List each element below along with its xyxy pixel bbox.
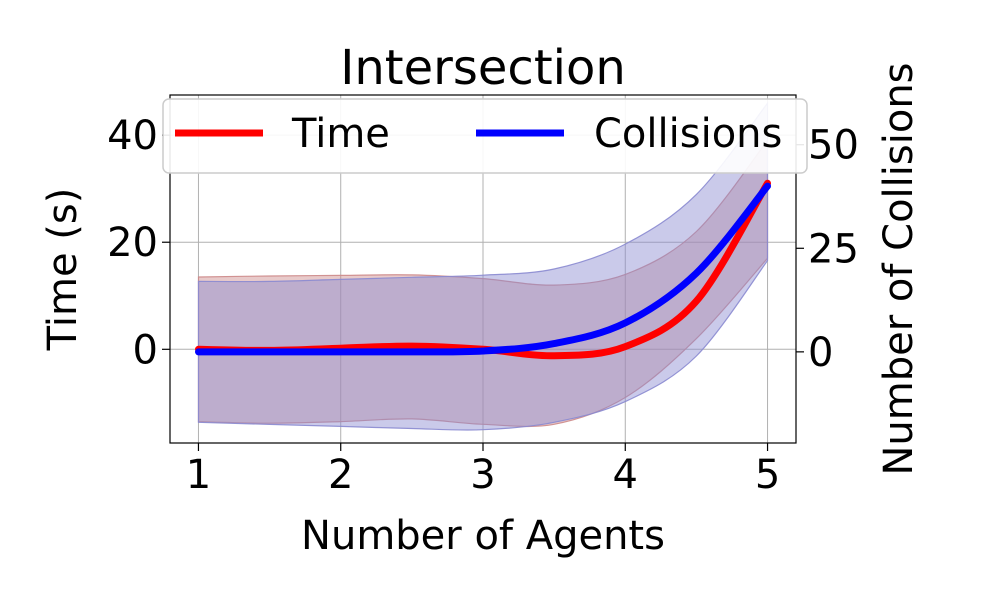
y-tick-label-right: 25 [808, 226, 859, 272]
lines [195, 179, 771, 360]
y-tick-label-left: 20 [107, 220, 158, 266]
y-tick-label-left: 0 [133, 327, 158, 373]
y-ticks-right: 0 25 50 [796, 123, 859, 376]
legend-label-collisions: Collisions [594, 111, 782, 157]
x-tick-label: 1 [186, 452, 211, 498]
chart-title: Intersection [340, 40, 626, 96]
x-axis-label: Number of Agents [301, 513, 665, 559]
x-ticks: 1 2 3 4 5 [186, 443, 780, 498]
x-tick-label: 2 [328, 452, 353, 498]
x-tick-label: 5 [755, 452, 780, 498]
y-tick-label-right: 0 [808, 330, 833, 376]
y-axis-label-right: Number of Collisions [876, 62, 922, 475]
y-tick-label-right: 50 [808, 123, 859, 169]
series-line-collisions [195, 182, 771, 356]
x-tick-label: 4 [613, 452, 638, 498]
y-axis-label-left: Time (s) [40, 188, 86, 352]
x-tick-label: 3 [470, 452, 495, 498]
legend-label-time: Time [291, 111, 390, 157]
legend: Time Collisions [162, 98, 808, 174]
y-tick-label-left: 40 [107, 113, 158, 159]
y-ticks-left: 0 20 40 [107, 113, 170, 373]
